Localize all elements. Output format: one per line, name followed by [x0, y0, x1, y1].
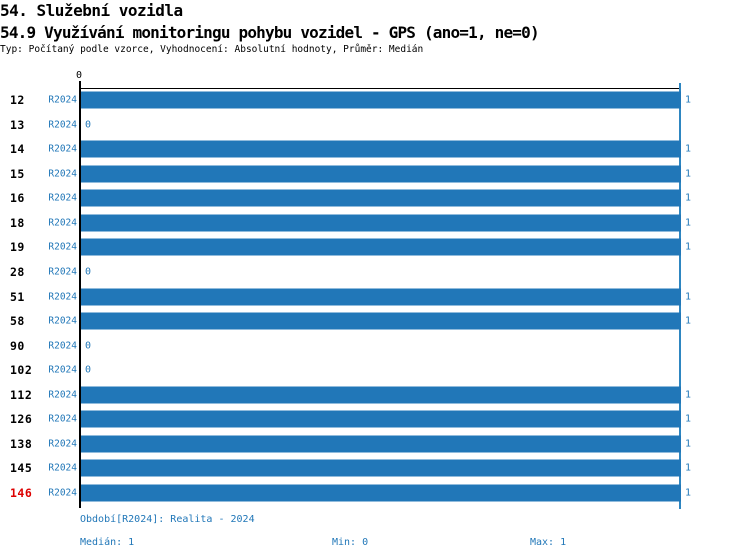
chart-row: 102 R2024 0 — [0, 358, 750, 383]
row-period-label: R2024 — [48, 340, 77, 352]
footer-min-label: Min: 0 — [332, 537, 369, 548]
row-period-label: R2024 — [48, 192, 77, 204]
footer-max-label: Max: 1 — [530, 537, 567, 548]
bar — [81, 288, 681, 306]
row-id-label: 58 — [10, 314, 25, 329]
bar-chart: 12 R2024 1 13 R2024 0 14 R2024 1 15 R202… — [0, 88, 750, 505]
bar-value-label: 1 — [685, 389, 692, 401]
bar-value-label: 1 — [685, 217, 692, 229]
row-period-label: R2024 — [48, 143, 77, 155]
chart-row: 15 R2024 1 — [0, 162, 750, 187]
row-period-label: R2024 — [48, 389, 77, 401]
bar-value-label: 1 — [685, 168, 692, 180]
bar — [81, 410, 681, 428]
chart-row: 19 R2024 1 — [0, 235, 750, 260]
chart-row: 112 R2024 1 — [0, 382, 750, 407]
chart-title: 54.9 Využívání monitoringu pohybu vozide… — [0, 23, 540, 42]
row-id-label: 138 — [10, 436, 33, 451]
chart-row: 58 R2024 1 — [0, 309, 750, 334]
footer-median-label: Medián: 1 — [80, 537, 135, 548]
bar-value-label: 0 — [85, 266, 92, 278]
axis-top-line — [80, 88, 681, 89]
chart-row: 12 R2024 1 — [0, 88, 750, 113]
row-id-label: 14 — [10, 142, 25, 157]
bar-value-label: 1 — [685, 462, 692, 474]
bar-value-label: 0 — [85, 364, 92, 376]
row-id-label: 145 — [10, 461, 33, 476]
row-id-label: 19 — [10, 240, 25, 255]
row-id-label: 18 — [10, 215, 25, 230]
row-id-label: 16 — [10, 191, 25, 206]
chart-row: 13 R2024 0 — [0, 113, 750, 138]
bar — [81, 214, 681, 232]
row-id-label: 15 — [10, 166, 25, 181]
footer-period-label: Období[R2024]: Realita - 2024 — [80, 514, 255, 525]
bar-value-label: 1 — [685, 413, 692, 425]
bar-value-label: 1 — [685, 487, 692, 499]
axis-left-line — [79, 88, 81, 508]
row-period-label: R2024 — [48, 438, 77, 450]
chart-row: 90 R2024 0 — [0, 333, 750, 358]
row-period-label: R2024 — [48, 315, 77, 327]
chart-subtitle: Typ: Počítaný podle vzorce, Vyhodnocení:… — [0, 44, 424, 55]
row-id-label: 102 — [10, 363, 33, 378]
axis-tick-zero — [79, 81, 81, 88]
bar-value-label: 1 — [685, 438, 692, 450]
row-period-label: R2024 — [48, 462, 77, 474]
row-id-label: 126 — [10, 412, 33, 427]
chart-row: 18 R2024 1 — [0, 211, 750, 236]
chart-row: 145 R2024 1 — [0, 456, 750, 481]
bar — [81, 91, 681, 109]
chart-row: 126 R2024 1 — [0, 407, 750, 432]
bar-value-label: 1 — [685, 315, 692, 327]
bar-value-label: 0 — [85, 340, 92, 352]
bar — [81, 165, 681, 183]
row-id-label: 51 — [10, 289, 25, 304]
bar — [81, 435, 681, 453]
row-id-label: 28 — [10, 264, 25, 279]
bar — [81, 484, 681, 502]
bar — [81, 386, 681, 404]
row-period-label: R2024 — [48, 168, 77, 180]
row-id-label: 146 — [10, 485, 33, 500]
row-period-label: R2024 — [48, 291, 77, 303]
chart-row: 51 R2024 1 — [0, 284, 750, 309]
bar-value-label: 1 — [685, 291, 692, 303]
row-period-label: R2024 — [48, 487, 77, 499]
row-id-label: 13 — [10, 117, 25, 132]
chart-row: 146 R2024 1 — [0, 481, 750, 506]
bar — [81, 189, 681, 207]
bar-value-label: 1 — [685, 94, 692, 106]
page-title: 54. Služební vozidla — [0, 1, 183, 20]
chart-row: 14 R2024 1 — [0, 137, 750, 162]
row-period-label: R2024 — [48, 119, 77, 131]
bar — [81, 140, 681, 158]
row-period-label: R2024 — [48, 266, 77, 278]
row-id-label: 112 — [10, 387, 33, 402]
row-id-label: 12 — [10, 93, 25, 108]
bar-value-label: 1 — [685, 143, 692, 155]
bar — [81, 238, 681, 256]
bar-value-label: 0 — [85, 119, 92, 131]
chart-row: 16 R2024 1 — [0, 186, 750, 211]
chart-row: 28 R2024 0 — [0, 260, 750, 285]
bar-value-label: 1 — [685, 241, 692, 253]
bar — [81, 312, 681, 330]
row-period-label: R2024 — [48, 364, 77, 376]
chart-row: 138 R2024 1 — [0, 431, 750, 456]
row-period-label: R2024 — [48, 413, 77, 425]
bar — [81, 459, 681, 477]
row-period-label: R2024 — [48, 217, 77, 229]
axis-tick-label-zero: 0 — [75, 70, 83, 81]
row-period-label: R2024 — [48, 241, 77, 253]
row-period-label: R2024 — [48, 94, 77, 106]
row-id-label: 90 — [10, 338, 25, 353]
bar-value-label: 1 — [685, 192, 692, 204]
